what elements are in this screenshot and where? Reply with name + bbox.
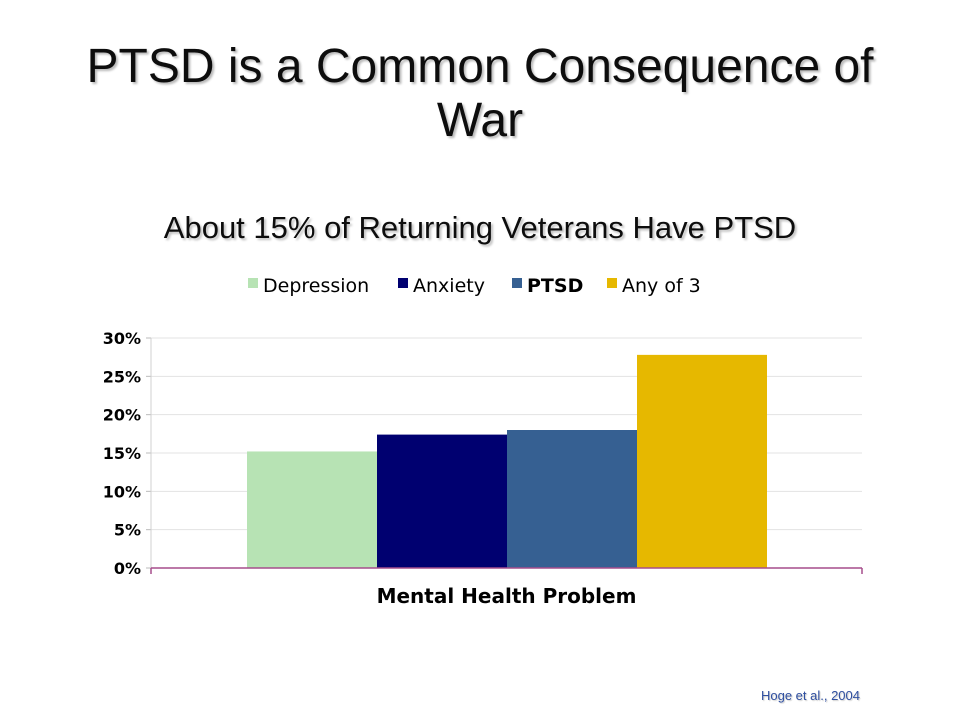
- y-tick-label: 30%: [103, 329, 141, 348]
- legend-entry: Depression: [263, 275, 369, 297]
- bar-depression: [247, 451, 377, 568]
- y-tick-label: 25%: [103, 367, 141, 386]
- bar-anxiety: [377, 434, 507, 568]
- legend-entry: Any of 3: [622, 275, 701, 297]
- slide-subtitle: About 15% of Returning Veterans Have PTS…: [163, 210, 797, 245]
- slide-title: PTSD is a Common Consequence of War: [86, 40, 874, 147]
- x-axis-label: Mental Health Problem: [377, 584, 637, 608]
- legend-swatch: [512, 278, 522, 288]
- y-axis-ticks: 0% 5% 10% 15% 20% 25% 30%: [103, 329, 863, 578]
- y-tick-label: 0%: [114, 559, 141, 578]
- legend-entry: Anxiety: [413, 275, 485, 297]
- legend-swatch: [398, 278, 408, 288]
- legend-swatch: [607, 278, 617, 288]
- bar-any-of-3: [637, 354, 767, 568]
- y-tick-label: 5%: [114, 521, 141, 540]
- legend-swatch: [248, 278, 258, 288]
- y-tick-label: 20%: [103, 406, 141, 425]
- y-tick-label: 15%: [103, 444, 141, 463]
- y-tick-label: 10%: [103, 482, 141, 501]
- chart-bars: [247, 354, 767, 568]
- bar-ptsd: [507, 430, 637, 568]
- legend-entry: PTSD: [527, 275, 583, 297]
- citation: Hoge et al., 2004: [760, 688, 860, 703]
- chart-legend: Depression Anxiety PTSD Any of 3: [248, 275, 701, 297]
